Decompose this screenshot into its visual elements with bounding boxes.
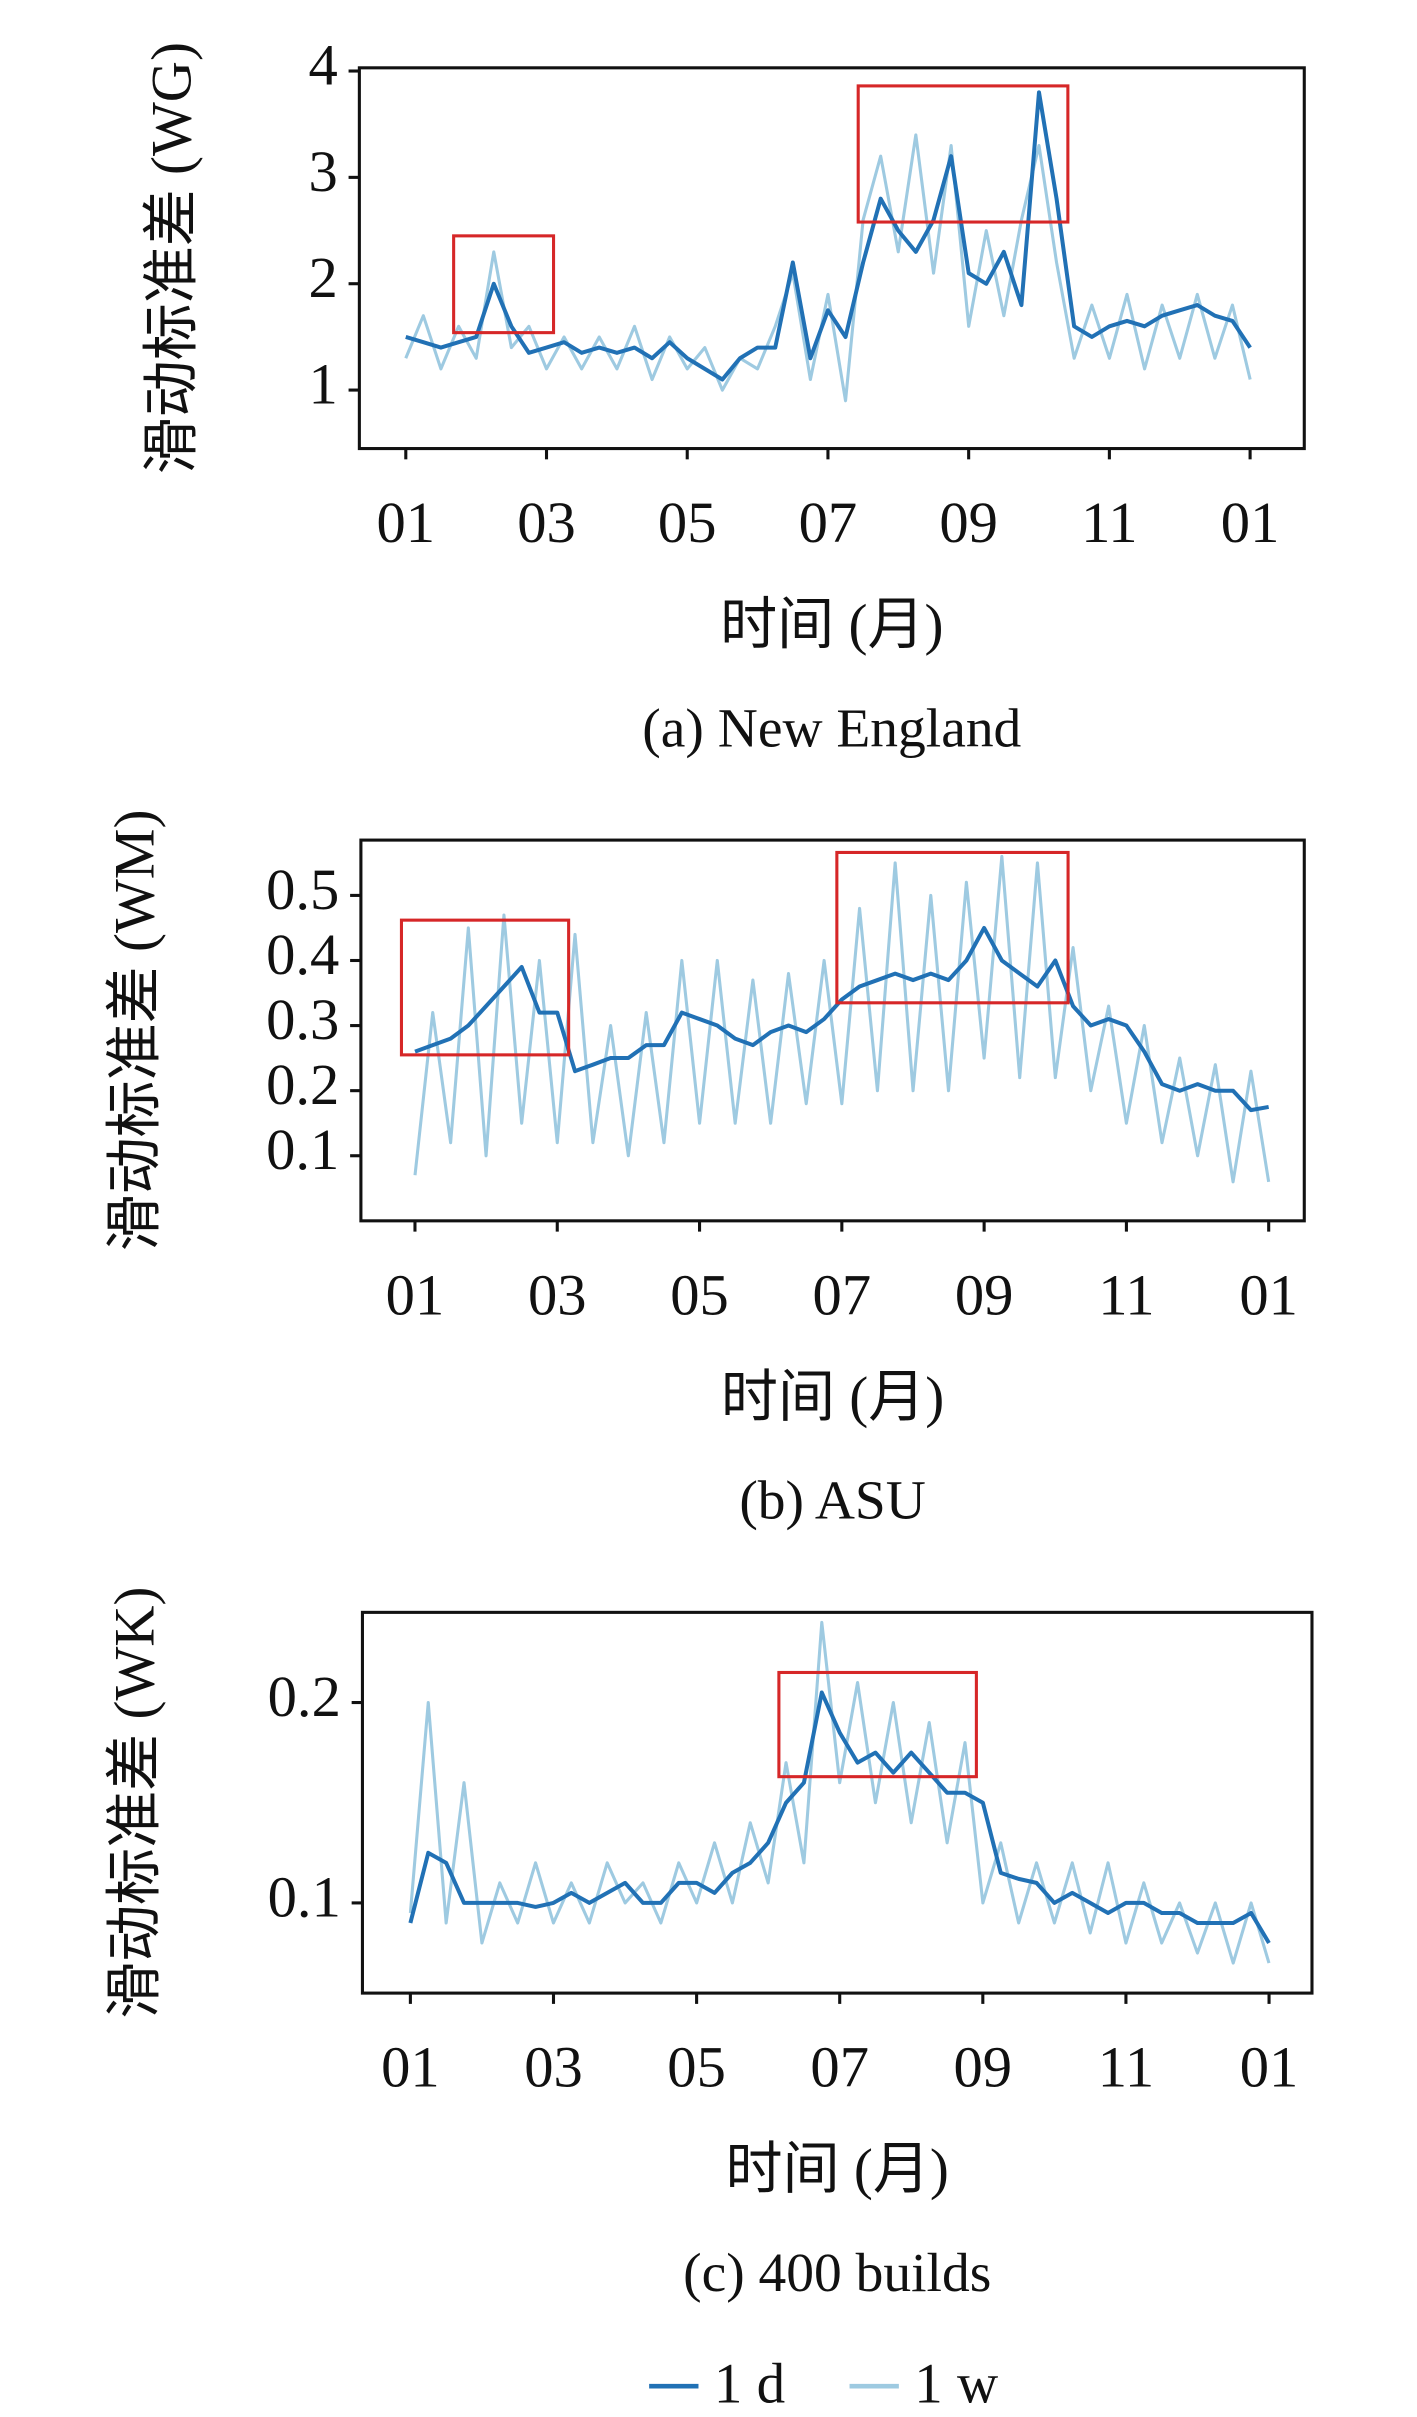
highlight-box bbox=[777, 1670, 978, 1779]
x-tick-label: 01 bbox=[1221, 490, 1280, 555]
y-tick-label: 0.1 bbox=[266, 1117, 339, 1182]
x-tick-label: 09 bbox=[939, 490, 998, 555]
plot-frame bbox=[357, 66, 1306, 451]
highlight-box bbox=[399, 918, 571, 1057]
series-line bbox=[413, 854, 1271, 1184]
x-tick-label: 03 bbox=[528, 1262, 587, 1327]
highlight-box bbox=[856, 84, 1070, 224]
series-line bbox=[408, 1620, 1271, 1965]
x-tick-label: 01 bbox=[377, 490, 436, 555]
x-axis-label: 时间 (月) bbox=[726, 2138, 949, 2201]
x-tick-label: 01 bbox=[381, 2035, 440, 2100]
x-tick-label: 07 bbox=[810, 2035, 869, 2100]
highlight-box bbox=[835, 850, 1070, 1005]
highlight-box bbox=[452, 234, 556, 335]
x-tick-label: 03 bbox=[524, 2035, 583, 2100]
x-tick-label: 05 bbox=[670, 1262, 729, 1327]
x-tick-label: 03 bbox=[517, 490, 576, 555]
y-tick-label: 4 bbox=[308, 32, 337, 97]
series-line bbox=[414, 925, 1270, 1113]
x-tick-label: 11 bbox=[1081, 490, 1137, 555]
x-axis-label: 时间 (月) bbox=[721, 1366, 944, 1429]
y-axis-label: 滑动标准差 (WM) bbox=[104, 810, 167, 1252]
series-line bbox=[405, 90, 1252, 382]
x-tick-label: 09 bbox=[955, 1262, 1014, 1327]
x-tick-label: 07 bbox=[799, 490, 858, 555]
y-tick-label: 0.2 bbox=[266, 1052, 339, 1117]
x-axis-label: 时间 (月) bbox=[720, 594, 943, 657]
x-tick-label: 07 bbox=[813, 1262, 872, 1327]
x-tick-label: 01 bbox=[1240, 2035, 1299, 2100]
x-tick-label: 01 bbox=[386, 1262, 445, 1327]
plot-frame bbox=[360, 1610, 1314, 1995]
y-tick-label: 0.1 bbox=[268, 1864, 341, 1929]
y-axis-label: 滑动标准差 (WG) bbox=[141, 42, 204, 474]
x-tick-label: 11 bbox=[1098, 2035, 1154, 2100]
caption: (a) New England bbox=[642, 698, 1021, 759]
y-tick-label: 1 bbox=[308, 352, 337, 417]
series-line bbox=[404, 133, 1252, 403]
x-tick-label: 05 bbox=[658, 490, 717, 555]
x-tick-label: 01 bbox=[1239, 1262, 1298, 1327]
legend-label: 1 w bbox=[914, 2352, 998, 2415]
y-tick-label: 2 bbox=[308, 245, 337, 310]
y-tick-label: 0.4 bbox=[266, 922, 339, 987]
series-line bbox=[408, 1690, 1271, 1945]
y-tick-label: 3 bbox=[308, 139, 337, 204]
y-axis-label: 滑动标准差 (WK) bbox=[104, 1587, 167, 2019]
y-tick-label: 0.3 bbox=[266, 987, 339, 1052]
caption: (c) 400 builds bbox=[683, 2243, 991, 2304]
plot-frame bbox=[359, 838, 1306, 1223]
x-tick-label: 11 bbox=[1098, 1262, 1154, 1327]
caption: (b) ASU bbox=[739, 1471, 926, 1532]
x-tick-label: 09 bbox=[954, 2035, 1013, 2100]
y-tick-label: 0.2 bbox=[268, 1664, 341, 1729]
y-tick-label: 0.5 bbox=[266, 857, 339, 922]
legend-label: 1 d bbox=[714, 2352, 785, 2415]
x-tick-label: 05 bbox=[667, 2035, 726, 2100]
